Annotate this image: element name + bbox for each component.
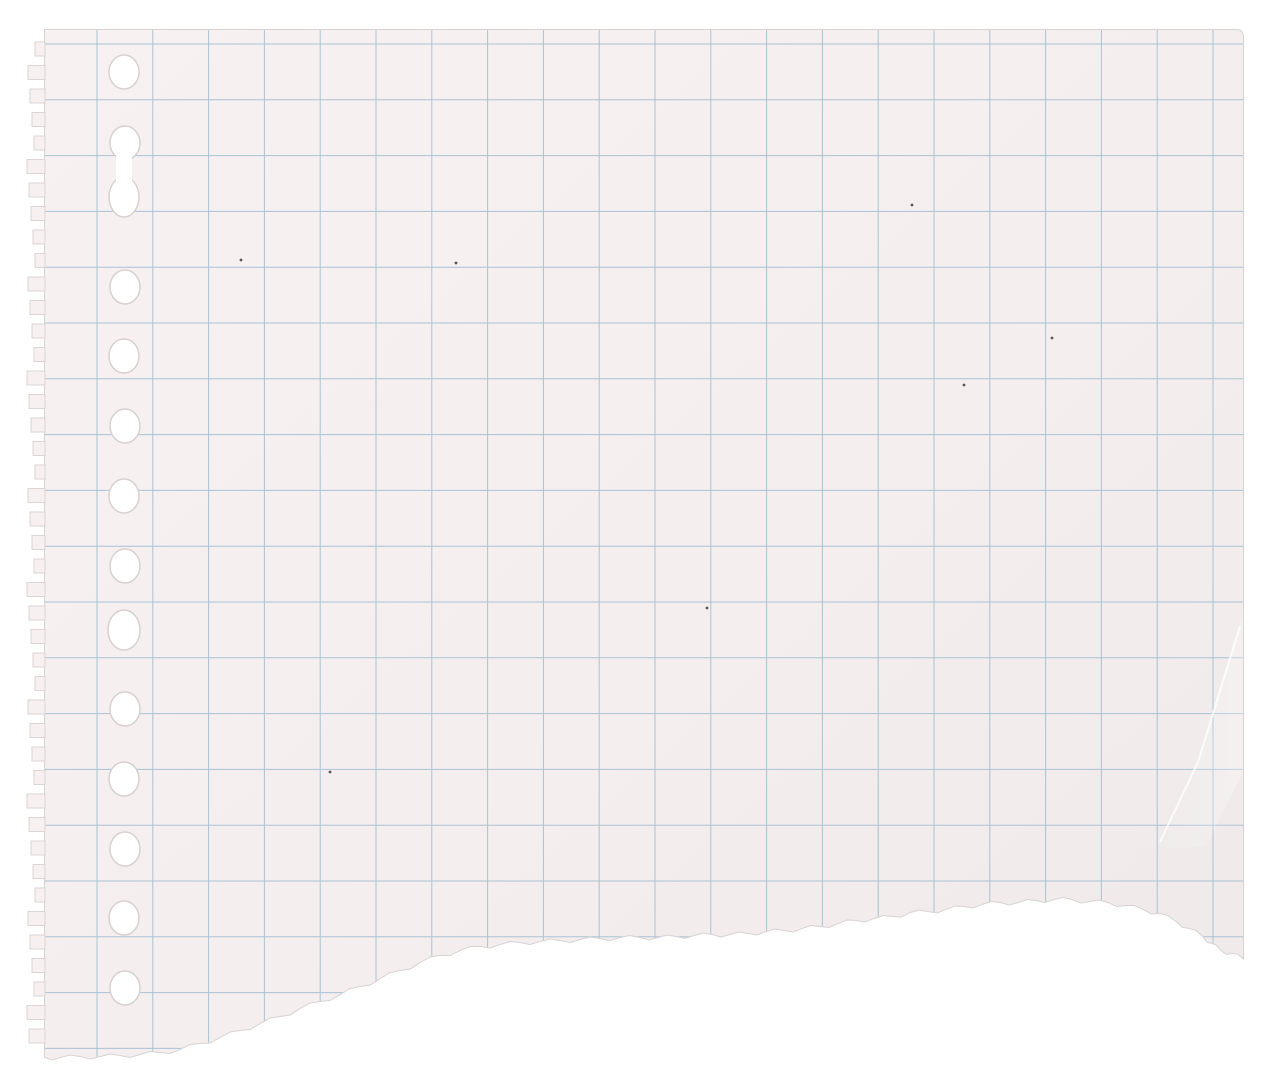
perforation-tab [30, 629, 46, 644]
perforation-tab [27, 65, 46, 80]
binder-hole [108, 900, 140, 936]
perforation-tab [28, 182, 46, 198]
perforation-tab [34, 41, 46, 57]
perforation-tab [33, 347, 46, 362]
perforation-tab [28, 817, 46, 832]
perforation-tab [27, 911, 46, 926]
perforation-tab [31, 958, 46, 973]
perforation-tab [26, 1005, 46, 1020]
perforation-tab [26, 793, 46, 809]
perforation-tab [27, 699, 46, 715]
binder-hole [108, 478, 140, 514]
perforation-tab [31, 112, 46, 127]
binder-hole [108, 761, 140, 797]
perforation-tab [26, 582, 46, 597]
paper-speck [1050, 336, 1054, 340]
perforation-tab [31, 746, 46, 762]
perforation-tab [31, 323, 46, 339]
perforation-tab [34, 887, 46, 903]
paper-body [45, 30, 1243, 1060]
perforation-tab [34, 253, 46, 268]
paper-speck [239, 258, 243, 262]
binder-hole [107, 609, 141, 651]
perforation-tab [28, 1028, 46, 1044]
perforation-tab [33, 135, 46, 151]
perforation-tab [26, 370, 46, 386]
perforation-tab [28, 394, 46, 409]
perforation-tab [29, 723, 46, 738]
perforation-tab [27, 488, 46, 503]
perforation-tab [29, 88, 46, 104]
perforation-tab [28, 605, 46, 621]
binder-hole [108, 338, 140, 374]
binder-hole [109, 269, 141, 305]
perforation-tab [34, 676, 46, 691]
paper-speck [328, 770, 332, 774]
binder-holes [107, 54, 141, 1006]
binder-hole [109, 548, 141, 584]
perforation-tab [30, 840, 46, 856]
paper-specks [239, 203, 1054, 774]
perforation-tab [31, 535, 46, 550]
perforation-tab [32, 441, 46, 456]
perforation-tab [29, 934, 46, 950]
torn-hole-gap [116, 150, 132, 190]
perforation-tab [29, 511, 46, 527]
perforation-tab [26, 159, 46, 174]
binder-hole [109, 831, 141, 867]
perforation-tab [32, 229, 46, 245]
perforation-tab [30, 417, 46, 433]
corner-fold-crease [1155, 610, 1243, 850]
perforation-tab [32, 652, 46, 668]
binder-hole [109, 691, 141, 727]
binder-hole [108, 54, 140, 90]
perforation-tab [27, 276, 46, 292]
perforation-tab [30, 206, 46, 221]
perforation-tab [33, 558, 46, 574]
perforation-tab [29, 300, 46, 315]
perforation-tab [34, 464, 46, 480]
perforation-tab [32, 864, 46, 879]
spiral-perforation-tabs [26, 41, 46, 1044]
binder-hole [109, 408, 141, 444]
paper-speck [454, 261, 458, 265]
paper-speck [705, 606, 709, 610]
binder-hole [109, 970, 141, 1006]
paper-sheet [26, 29, 1244, 1061]
paper-speck [962, 383, 966, 387]
paper-speck [910, 203, 914, 207]
corner-fold-line [1159, 625, 1241, 843]
perforation-tab [33, 981, 46, 997]
perforation-tab [33, 770, 46, 785]
